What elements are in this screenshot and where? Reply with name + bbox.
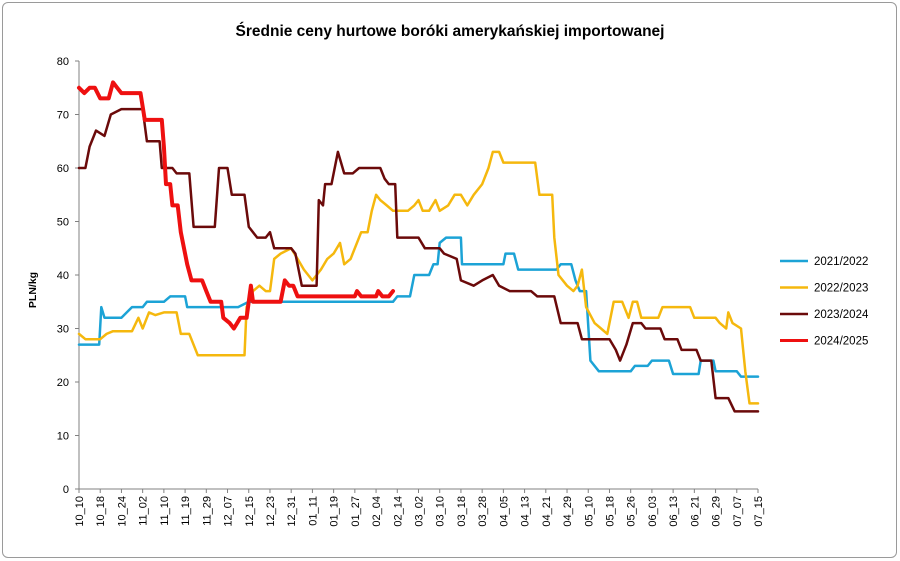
x-tick-label: 06_13 [668,496,680,527]
x-tick-label: 04_13 [520,496,532,527]
y-tick-label: 80 [57,56,69,68]
y-tick-label: 10 [57,431,69,443]
x-tick-label: 07_15 [753,496,765,527]
y-tick-label: 30 [57,324,69,336]
x-tick-label: 03_28 [477,496,489,527]
x-tick-label: 05_18 [604,496,616,527]
x-tick-label: 02_14 [392,496,404,527]
x-tick-label: 01_11 [307,496,319,526]
x-tick-label: 04_21 [541,496,553,527]
legend-label: 2023/2024 [814,309,869,321]
chart-title: Średnie ceny hurtowe boróki amerykańskie… [236,22,665,40]
x-tick-label: 11_10 [159,496,171,526]
x-tick-label: 07_07 [732,496,744,527]
y-tick-label: 60 [57,163,69,175]
x-tick-label: 04_05 [498,496,510,527]
y-tick-label: 0 [63,484,69,496]
x-tick-label: 06_21 [689,496,701,527]
x-tick-label: 11_19 [180,496,192,526]
series-line-2024-2025 [77,80,395,331]
x-tick-label: 10_24 [116,496,128,527]
series-line-2022-2023 [77,150,760,405]
x-tick-label: 04_29 [562,496,574,527]
x-tick-label: 12_15 [244,496,256,527]
x-tick-label: 10_10 [74,496,86,527]
series-line-2021-2022 [77,236,760,378]
y-tick-label: 50 [57,217,69,229]
x-tick-label: 02_04 [371,496,383,527]
x-tick-label: 05_26 [626,496,638,527]
legend-label: 2024/2025 [814,336,868,348]
x-tick-label: 03_10 [435,496,447,527]
x-tick-label: 03_02 [414,496,426,527]
y-tick-label: 40 [57,270,69,282]
y-axis-label: PLN/kg [27,272,39,308]
x-tick-label: 10_18 [95,496,107,527]
x-tick-label: 01_19 [329,496,341,527]
x-tick-label: 03_18 [456,496,468,527]
x-tick-label: 06_29 [711,496,723,527]
x-tick-label: 11_29 [201,496,213,526]
x-tick-label: 01_27 [350,496,362,527]
series-line-2023-2024 [77,107,760,413]
legend: 2021/2022 2022/2023 2023/2024 2024/2025 [780,256,869,348]
axes: 0 10 20 30 40 50 60 70 80 10_10 10_18 10_24 11_02 11_… [57,56,765,527]
x-tick-label: 12_31 [286,496,298,527]
y-tick-label: 20 [57,377,69,389]
x-tick-label: 06_03 [647,496,659,527]
legend-label: 2022/2023 [814,283,868,295]
x-tick-label: 05_10 [583,496,595,527]
series-layer [77,80,760,413]
y-tick-label: 70 [57,110,69,122]
legend-label: 2021/2022 [814,256,868,268]
x-tick-label: 12_23 [265,496,277,527]
x-tick-label: 11_02 [138,496,150,526]
x-tick-label: 12_07 [223,496,235,527]
